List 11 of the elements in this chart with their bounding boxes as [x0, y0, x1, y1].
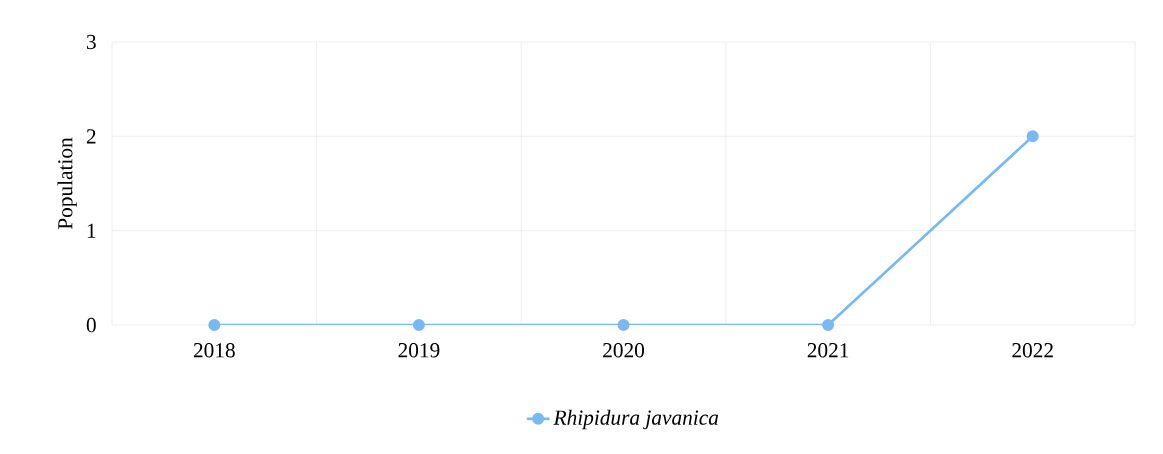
x-tick-label: 2021: [807, 343, 849, 358]
y-tick-label: 3: [86, 34, 96, 50]
x-tick-label: 2022: [1012, 343, 1053, 358]
x-tick-label: 2019: [398, 343, 440, 358]
legend-label: Rhipidura javanica: [553, 409, 719, 430]
y-tick-label: 1: [87, 223, 96, 238]
y-tick-label: 2: [86, 129, 96, 144]
y-tick-label: 0: [86, 317, 96, 333]
y-axis-title: Population: [57, 137, 77, 230]
x-tick-label: 2020: [603, 343, 645, 358]
x-tick-label: 2018: [193, 343, 235, 358]
